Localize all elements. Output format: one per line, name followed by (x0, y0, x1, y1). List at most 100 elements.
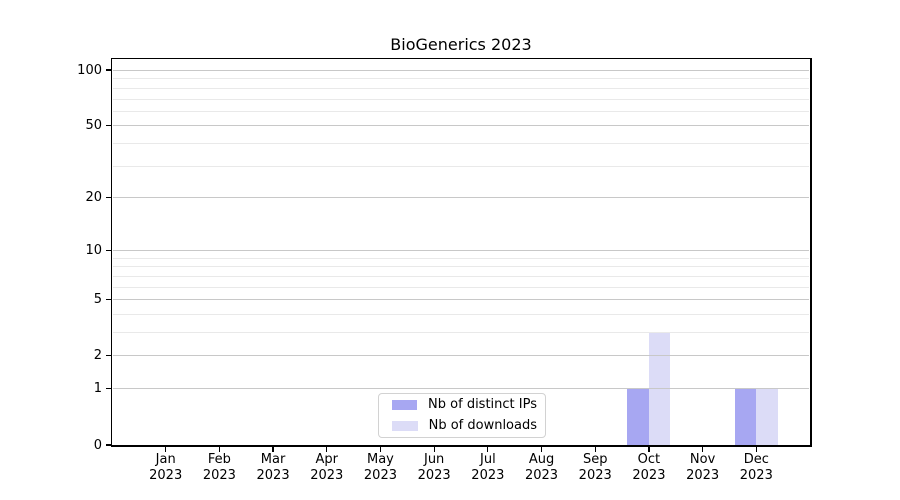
x-tick-label: Feb 2023 (187, 452, 251, 484)
chart-title: BioGenerics 2023 (390, 35, 532, 54)
legend-swatch-distinct-ips (392, 400, 418, 410)
x-tick-label-line: Jan (155, 452, 176, 467)
x-tick-label-line: 2023 (202, 468, 236, 483)
minor-gridline (113, 314, 809, 316)
x-tick-label: Jun 2023 (402, 452, 466, 484)
x-tick-label: Sep 2023 (563, 452, 627, 484)
legend-label-distinct-ips: Nb of distinct IPs (428, 397, 537, 412)
minor-gridline (113, 78, 809, 80)
minor-gridline (113, 165, 809, 167)
minor-gridline (113, 276, 809, 278)
y-tick-mark (105, 197, 111, 199)
legend: Nb of distinct IPs Nb of downloads (378, 393, 546, 438)
x-tick-label: Mar 2023 (241, 452, 305, 484)
y-tick-label: 2 (93, 348, 102, 364)
minor-gridline (113, 332, 809, 334)
legend-item-downloads: Nb of downloads (387, 417, 537, 435)
major-gridline (113, 388, 809, 390)
x-tick-mark (379, 446, 382, 452)
x-tick-mark (540, 446, 543, 452)
x-tick-label-line: Mar (260, 452, 286, 467)
x-tick-label-line: Jun (423, 452, 445, 467)
axis-spine-right (810, 59, 812, 447)
x-tick-label-line: 2023 (632, 468, 666, 483)
minor-gridline (113, 87, 809, 89)
x-tick-label-line: 2023 (578, 468, 612, 483)
x-tick-label-line: Feb (207, 452, 231, 467)
legend-swatch-downloads (392, 421, 418, 431)
minor-gridline (113, 110, 809, 112)
y-tick-mark (105, 444, 111, 446)
x-tick-label: Jul 2023 (456, 452, 520, 484)
x-tick-label-line: 2023 (524, 468, 559, 483)
y-tick-mark (105, 124, 111, 127)
legend-label-downloads: Nb of downloads (428, 418, 537, 433)
x-tick-mark (594, 446, 596, 452)
y-tick-mark (105, 69, 111, 71)
legend-item-distinct-ips: Nb of distinct IPs (387, 396, 537, 414)
y-tick-label: 0 (93, 437, 102, 453)
x-tick-label-line: 2023 (310, 468, 344, 483)
x-tick-label-line: Nov (689, 452, 716, 467)
y-tick-label: 50 (85, 118, 102, 134)
x-tick-mark (218, 446, 220, 452)
major-gridline (113, 125, 809, 127)
major-gridline (113, 249, 809, 251)
y-tick-label: 20 (85, 190, 102, 206)
bar-oct-distinct-ips (627, 388, 649, 445)
x-tick-label-line: 2023 (686, 468, 720, 483)
minor-gridline (113, 266, 809, 268)
x-tick-label: Jan 2023 (134, 452, 198, 484)
x-tick-label-line: Aug (528, 452, 555, 467)
major-gridline (113, 69, 809, 71)
x-tick-label-line: May (367, 452, 394, 467)
bar-dec-downloads (756, 388, 778, 445)
y-tick-label: 1 (93, 381, 102, 397)
x-tick-label-line: Jul (480, 452, 496, 467)
y-tick-label: 10 (85, 242, 102, 258)
x-tick-mark (433, 446, 435, 452)
x-tick-mark (702, 446, 704, 452)
y-tick-mark (105, 249, 111, 251)
x-tick-mark (272, 446, 274, 452)
x-tick-label-line: 2023 (471, 468, 505, 483)
bar-dec-distinct-ips (734, 388, 757, 445)
x-tick-label: May 2023 (348, 452, 412, 484)
y-tick-label: 5 (93, 291, 102, 307)
x-tick-label: Oct 2023 (617, 452, 681, 484)
x-tick-label-line: 2023 (256, 468, 290, 483)
x-tick-label-line: 2023 (417, 468, 451, 483)
y-tick-mark (105, 298, 111, 300)
plot-area (112, 59, 810, 445)
x-tick-mark (165, 446, 167, 452)
x-tick-mark (326, 446, 328, 452)
x-tick-label-line: Dec (743, 452, 769, 467)
x-tick-mark (755, 446, 757, 452)
axis-spine-bottom (110, 445, 812, 447)
x-tick-label-line: 2023 (739, 468, 773, 483)
x-tick-mark (487, 446, 489, 452)
y-tick-mark (105, 355, 111, 357)
x-tick-label-line: 2023 (149, 468, 183, 483)
y-tick-label: 100 (77, 62, 102, 78)
minor-gridline (113, 286, 809, 288)
x-tick-label: Dec 2023 (724, 452, 788, 484)
axis-spine-top (110, 57, 812, 59)
x-tick-label: Nov 2023 (671, 452, 735, 484)
x-tick-label-line: Sep (582, 452, 608, 467)
x-tick-label-line: Apr (315, 452, 339, 467)
minor-gridline (113, 257, 809, 259)
major-gridline (113, 355, 809, 357)
major-gridline (113, 298, 809, 301)
x-tick-label: Aug 2023 (510, 452, 574, 484)
y-tick-mark (105, 388, 111, 390)
minor-gridline (113, 143, 809, 145)
x-tick-label-line: Oct (637, 452, 661, 467)
axis-spine-left (110, 59, 112, 447)
x-tick-label-line: 2023 (363, 468, 397, 483)
major-gridline (113, 197, 809, 199)
x-tick-mark (648, 446, 650, 452)
x-tick-label: Apr 2023 (295, 452, 359, 484)
minor-gridline (113, 98, 809, 100)
